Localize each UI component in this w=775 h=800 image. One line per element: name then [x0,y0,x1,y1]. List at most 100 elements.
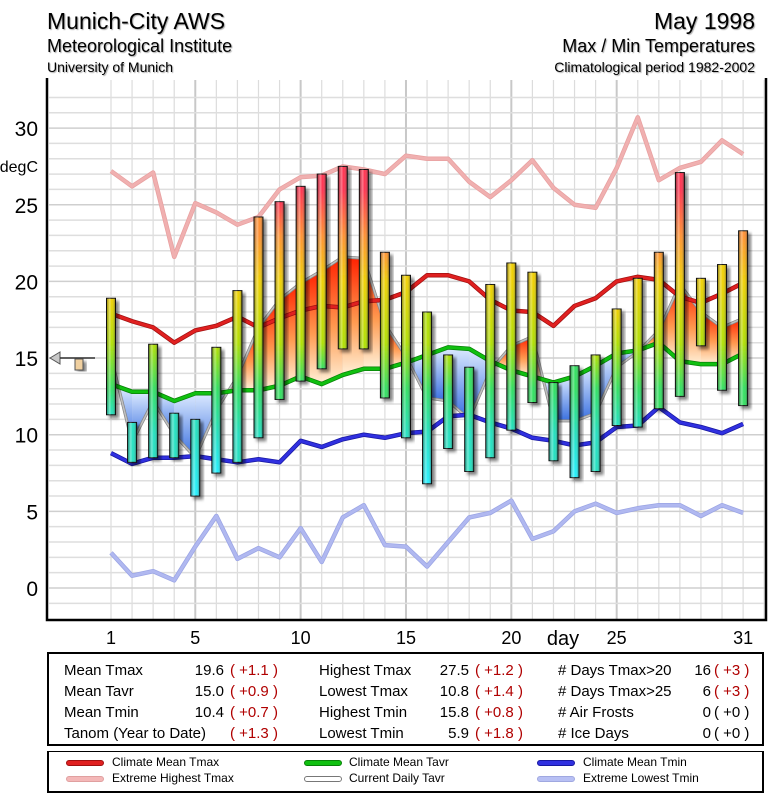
stat-anomaly: ( +1.1 ) [230,662,278,679]
x-tick-label: 15 [396,628,416,648]
day-bar [506,262,517,431]
stat-label: # Air Frosts [558,704,634,721]
stat-anomaly: ( +1.2 ) [475,662,523,679]
day-bar-shine [148,344,158,458]
warm-anomaly-fill [679,284,701,365]
warm-anomaly-fill [300,270,322,385]
day-bar-shine [464,367,474,472]
stat-value: 0 [702,704,711,721]
day-bar-shine [338,166,348,349]
day-bar [422,311,433,485]
stat-label: Mean Tmax [64,662,143,679]
statistics-panel: Mean Tmax Mean Tavr Mean Tmin Tanom (Yea… [47,652,764,746]
day-bar [548,382,559,462]
day-bar [295,185,306,382]
stats-col1-values: 19.6 15.0 10.4 [179,660,224,744]
stat-label: Highest Tmax [319,662,412,679]
y-axis: 0 5 10 15 20 25 30 [15,118,38,601]
legend-swatch [304,776,342,782]
stat-value: 15.0 [194,683,224,700]
month-title: May 1998 [653,8,755,34]
warm-anomaly-fill [722,318,744,365]
plot-frame [45,78,768,622]
y-tick-label: 30 [15,118,38,141]
stat-label: Tanom (Year to Date) [64,725,207,742]
x-axis-label: day [547,628,579,650]
stats-col2-values: 27.5 10.8 15.8 5.9 [429,660,469,744]
day-bar [632,277,643,428]
day-bar-shine [275,201,285,400]
day-bar [253,216,264,439]
x-axis: 1 5 10 15 20 25 31 [106,628,753,648]
day-bar-shine [359,169,369,349]
x-tick-label: 5 [190,628,200,648]
stats-col3-values: 16 6 0 0 [689,660,711,744]
day-bar-shine [127,422,137,463]
stat-anomaly: ( +1.4 ) [475,683,523,700]
institute-title: Meteorological Institute [47,36,233,56]
y-tick-label: 25 [15,195,38,218]
legend-label: Climate Mean Tavr [349,755,449,769]
cool-anomaly-fill [574,365,596,421]
day-bar [190,418,201,497]
legend-swatch [66,760,104,766]
day-bar [485,283,496,459]
day-bar [400,274,411,439]
y-tick-label: 10 [15,425,38,448]
day-bar-shine [633,278,643,428]
university-title: University of Munich [47,59,174,75]
warm-anomaly-fill [384,324,406,369]
day-bar [443,354,454,449]
day-bar-shine [738,230,748,406]
stat-value: 27.5 [439,662,469,679]
stat-anomaly: ( +0.9 ) [230,683,278,700]
day-bar [695,277,706,347]
day-bar-shine [506,263,516,431]
stat-label: Lowest Tmin [319,725,404,742]
day-bar [717,264,728,391]
cool-anomaly-fill [174,393,196,458]
climate-mean-tmax-line [110,273,744,345]
stats-col3-labels: # Days Tmax>20 # Days Tmax>25 # Air Fros… [558,660,672,744]
stat-anomaly: ( +0.8 ) [475,704,523,721]
day-bar-shine [612,308,622,426]
stat-anomaly: ( +1.3 ) [230,725,278,742]
stat-anomaly: ( +1.8 ) [475,725,523,742]
legend-label: Current Daily Tavr [349,771,445,785]
legend-swatch [537,760,575,766]
day-bar-shine [211,347,221,474]
day-bar-shine [380,252,390,398]
stat-value: 15.8 [439,704,469,721]
day-bar-shine [675,172,685,397]
legend-swatch [304,760,342,766]
chart-legend: Climate Mean Tmax Extreme Highest Tmax C… [47,751,764,793]
day-bar-shine [401,275,411,438]
stat-label: # Ice Days [558,725,629,742]
chart-subtitle: Max / Min Temperatures [562,36,755,56]
y-tick-label: 0 [26,578,38,601]
y-axis-label: degC [0,159,38,176]
y-tick-label: 20 [15,271,38,294]
stat-anomaly: ( +0 ) [714,704,750,721]
x-tick-label: 25 [607,628,627,648]
stat-value: 19.6 [194,662,224,679]
day-bar-shine [570,365,580,478]
y-tick-label: 5 [26,501,38,524]
stats-col1-labels: Mean Tmax Mean Tavr Mean Tmin Tanom (Yea… [64,660,206,744]
day-bar-shine [654,252,664,409]
warm-anomaly-fill [511,336,533,377]
day-bar-shine [190,419,200,497]
stat-anomaly: ( +3 ) [714,683,750,700]
cool-anomaly-fill [448,347,470,420]
station-title: Munich-City AWS [47,8,226,34]
day-bar [674,172,685,397]
day-bar-shine [106,298,116,415]
day-bar [169,412,180,459]
stat-value [179,723,224,744]
x-tick-label: 1 [106,628,116,648]
day-bar [527,271,538,404]
anomaly-fills [111,256,744,458]
anomaly-marker [49,351,95,371]
stat-label: # Days Tmax>25 [558,683,672,700]
stat-value: 10.8 [439,683,469,700]
